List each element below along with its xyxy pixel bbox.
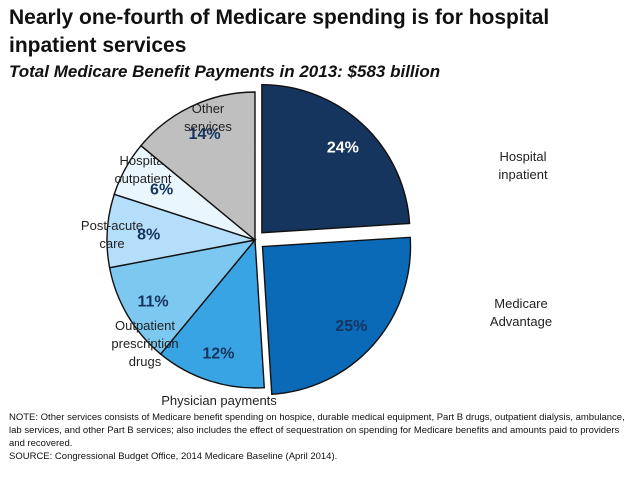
pie-chart: 24% Hospital inpatient 25% Medicare Advantage… <box>81 84 552 408</box>
slice-value-label-medicare-advantage: 25% <box>335 318 367 335</box>
slice-value-label-hospital-inpatient: 24% <box>327 139 359 156</box>
slice-value-label-outpatient-prescription-drugs: 11% <box>138 293 169 310</box>
chart-notes: NOTE: Other services consists of Medicar… <box>9 411 631 463</box>
pie-slice-hospital-inpatient <box>261 84 411 234</box>
source-text: SOURCE: Congressional Budget Office, 201… <box>9 451 338 462</box>
slice-category-label-outpatient-prescription-drugs: Outpatient prescription drugs <box>111 318 178 369</box>
slice-category-label-hospital-inpatient: Hospital inpatient <box>498 149 548 182</box>
chart-title: Nearly one-fourth of Medicare spending i… <box>9 6 550 57</box>
slice-category-label-medicare-advantage: Medicare Advantage <box>490 296 552 329</box>
pie-slice-physician-payments <box>159 238 266 389</box>
slice-value-label-hospital-outpatient: 6% <box>150 182 173 199</box>
slice-value-label-physician-payments: 12% <box>202 346 234 363</box>
pie-slice-outpatient-prescription-drugs <box>108 238 257 356</box>
slice-category-label-other-services: Other services <box>184 101 232 134</box>
slice-value-label-post-acute-care: 8% <box>137 226 160 243</box>
slice-value-label-other-services: 14% <box>189 126 221 143</box>
pie-slice-medicare-advantage <box>261 236 412 396</box>
chart-subtitle: Total Medicare Benefit Payments in 2013:… <box>9 62 441 81</box>
note-text: NOTE: Other services consists of Medicar… <box>9 412 625 449</box>
pie-slice-other-services <box>139 91 256 242</box>
slice-category-label-post-acute-care: Post-acute care <box>81 218 143 251</box>
slice-category-label-physician-payments: Physician payments <box>161 393 277 408</box>
